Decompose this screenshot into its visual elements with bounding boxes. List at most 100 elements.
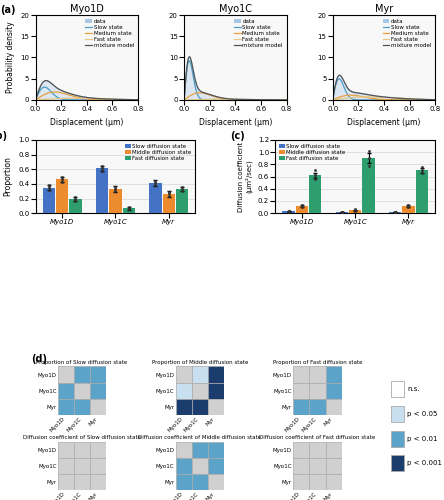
data bbox=[330, 95, 336, 101]
Bar bbox=[208, 442, 224, 458]
mixture model bbox=[245, 96, 250, 102]
Slow state bbox=[337, 76, 342, 82]
Point bbox=[72, 196, 79, 203]
mixture model bbox=[391, 95, 396, 101]
Line: data: data bbox=[333, 75, 435, 100]
Bar bbox=[192, 382, 208, 399]
Medium state bbox=[52, 89, 57, 95]
Point bbox=[418, 164, 425, 172]
Legend: data, Slow state, Medium state, Fast state, mixture model: data, Slow state, Medium state, Fast sta… bbox=[84, 18, 135, 50]
Bar bbox=[74, 366, 90, 382]
Bar bbox=[74, 458, 90, 474]
Text: p < 0.05: p < 0.05 bbox=[407, 411, 437, 417]
Point bbox=[45, 182, 52, 190]
Medium state bbox=[330, 97, 336, 103]
Bar bbox=[58, 399, 74, 415]
mixture model bbox=[330, 95, 336, 101]
data bbox=[119, 96, 125, 102]
Y-axis label: Proportion: Proportion bbox=[4, 156, 12, 196]
Bar bbox=[90, 399, 107, 415]
Point bbox=[312, 175, 319, 183]
data bbox=[126, 96, 131, 102]
Point bbox=[352, 205, 359, 213]
Slow state bbox=[135, 97, 141, 103]
Bar bbox=[293, 382, 309, 399]
Point bbox=[365, 154, 372, 162]
Fast state bbox=[243, 96, 248, 102]
mixture model bbox=[96, 96, 101, 102]
Bar bbox=[192, 399, 208, 415]
Bar bbox=[389, 212, 401, 213]
Line: Medium state: Medium state bbox=[184, 93, 286, 100]
Bar bbox=[208, 382, 224, 399]
Bar bbox=[58, 382, 74, 399]
Bar bbox=[391, 430, 404, 447]
Point bbox=[365, 162, 372, 170]
data bbox=[330, 97, 335, 103]
Fast state bbox=[245, 96, 250, 102]
Medium state bbox=[94, 96, 99, 102]
data bbox=[242, 96, 248, 102]
Bar bbox=[208, 474, 224, 490]
Slow state bbox=[284, 97, 289, 103]
Point bbox=[178, 187, 186, 195]
Bar bbox=[163, 194, 175, 213]
data bbox=[393, 95, 398, 101]
data bbox=[243, 96, 248, 102]
Bar bbox=[175, 399, 192, 415]
Fast state bbox=[432, 96, 438, 102]
Point bbox=[165, 190, 172, 198]
X-axis label: Displacement (μm): Displacement (μm) bbox=[347, 118, 420, 126]
Bar bbox=[325, 442, 342, 458]
Bar bbox=[325, 366, 342, 382]
Point bbox=[312, 166, 319, 174]
Title: Proportion of Fast diffusion state: Proportion of Fast diffusion state bbox=[273, 360, 362, 364]
Line: data: data bbox=[184, 57, 286, 100]
data bbox=[94, 96, 99, 102]
Medium state bbox=[182, 96, 187, 102]
mixture model bbox=[268, 97, 274, 103]
Slow state bbox=[33, 96, 39, 102]
Slow state bbox=[182, 97, 187, 103]
Point bbox=[285, 207, 292, 215]
mixture model bbox=[432, 96, 438, 102]
Point bbox=[99, 168, 106, 175]
Bar bbox=[391, 382, 404, 398]
mixture model bbox=[337, 72, 342, 78]
Bar bbox=[90, 458, 107, 474]
Line: Slow state: Slow state bbox=[184, 60, 286, 100]
Fast state bbox=[393, 95, 398, 101]
Text: p < 0.001: p < 0.001 bbox=[407, 460, 442, 466]
Bar bbox=[175, 382, 192, 399]
Bar bbox=[309, 399, 325, 415]
Fast state bbox=[94, 96, 99, 102]
Bar bbox=[362, 158, 375, 213]
data bbox=[182, 97, 187, 103]
Fast state bbox=[126, 96, 131, 102]
Medium state bbox=[243, 97, 248, 103]
Point bbox=[392, 208, 399, 216]
Medium state bbox=[391, 97, 396, 103]
Line: Fast state: Fast state bbox=[36, 98, 138, 100]
Point bbox=[338, 208, 345, 216]
Point bbox=[112, 185, 119, 193]
Point bbox=[298, 200, 305, 208]
Bar bbox=[309, 442, 325, 458]
Medium state bbox=[393, 97, 398, 103]
Title: Diffusion coefficient of Slow diffusion state: Diffusion coefficient of Slow diffusion … bbox=[23, 435, 141, 440]
Point bbox=[125, 205, 132, 213]
Fast state bbox=[182, 97, 187, 103]
Point bbox=[59, 178, 66, 186]
Bar bbox=[192, 366, 208, 382]
mixture model bbox=[44, 78, 49, 84]
Point bbox=[312, 172, 319, 179]
Medium state bbox=[126, 97, 131, 103]
Bar bbox=[309, 458, 325, 474]
Y-axis label: Diffusion coefficient
(μm²/sec): Diffusion coefficient (μm²/sec) bbox=[238, 142, 252, 212]
Medium state bbox=[423, 97, 428, 103]
Fast state bbox=[135, 96, 141, 102]
Point bbox=[59, 172, 66, 180]
data bbox=[275, 97, 280, 103]
Slow state bbox=[268, 97, 274, 103]
Point bbox=[72, 193, 79, 201]
